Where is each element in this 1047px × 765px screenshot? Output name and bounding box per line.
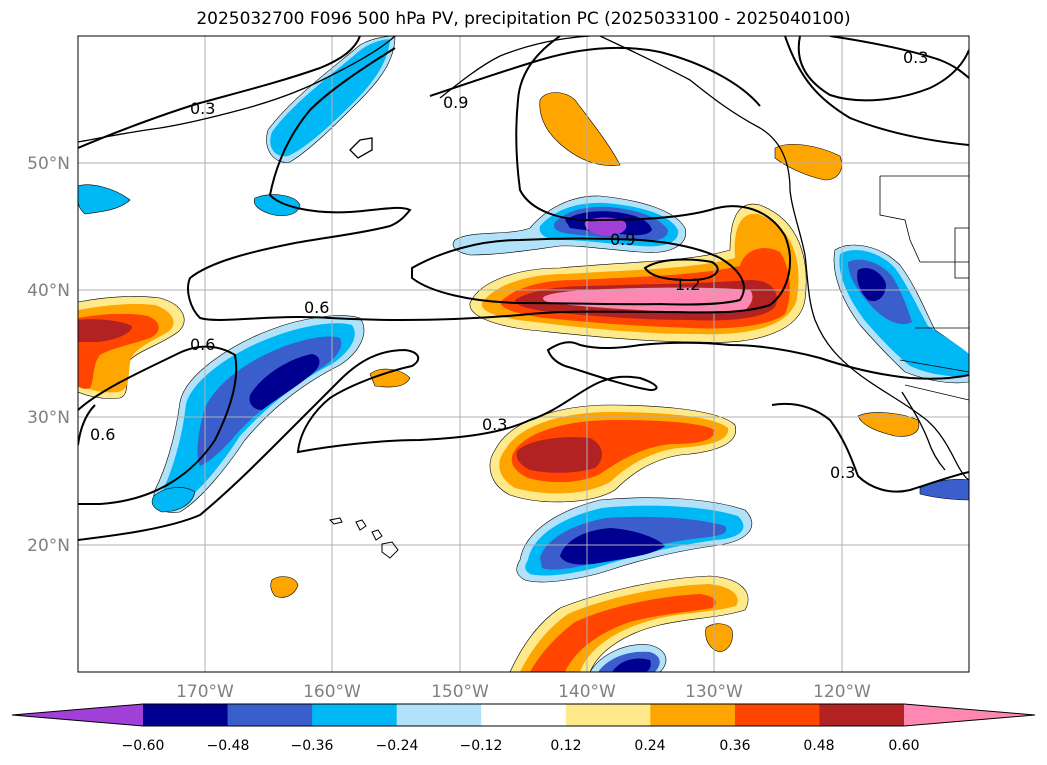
colorbar-segment (565, 704, 651, 726)
lon-label: 130°W (685, 682, 743, 702)
precip-positive-baja (857, 412, 920, 437)
gridlines (78, 36, 969, 672)
colorbar-tick-label: 0.12 (550, 738, 581, 754)
precip-negative-small-c (253, 194, 301, 216)
contour-label: 0.6 (190, 335, 215, 354)
colorbar-tick-label: −0.60 (122, 738, 165, 754)
colorbar-tick-label: −0.48 (207, 738, 250, 754)
map-frame (77, 35, 970, 673)
contour-label: 0.3 (830, 463, 855, 482)
colorbar-tick-label: −0.24 (376, 738, 419, 754)
contour-label: 0.3 (190, 99, 215, 118)
precip-positive-small-a (369, 368, 411, 388)
precip-positive-bc-coast (774, 143, 842, 181)
pv-contours (78, 36, 969, 541)
lat-label: 30°N (27, 408, 70, 428)
colorbar-tick-label: −0.36 (291, 738, 334, 754)
precip-positive-west (78, 296, 185, 399)
coastlines (78, 36, 969, 481)
map-panel: 0.3 0.9 0.3 0.9 1.2 0.6 0.6 0.6 0.3 0.3 (78, 36, 969, 672)
colorbar-segment (650, 704, 736, 726)
precip-positive-band-40n (469, 203, 807, 343)
pv-contour-labels: 0.3 0.9 0.3 0.9 1.2 0.6 0.6 0.6 0.3 0.3 (90, 48, 928, 482)
precip-shading (78, 36, 969, 672)
lon-label: 140°W (558, 682, 616, 702)
colorbar-tick-label: 0.36 (719, 738, 750, 754)
contour-label: 1.2 (675, 275, 700, 294)
islands (328, 517, 399, 559)
colorbar-tick-label: 0.24 (634, 738, 665, 754)
lat-label: 20°N (27, 536, 70, 556)
precip-negative-central (153, 315, 365, 513)
precip-positive-gulf-alaska (539, 92, 621, 166)
figure-title: 2025032700 F096 500 hPa PV, precipitatio… (196, 9, 851, 29)
lat-labels: 50°N 40°N 30°N 20°N (27, 154, 70, 556)
lat-label: 40°N (27, 281, 70, 301)
lon-labels: 170°W 160°W 150°W 140°W 130°W 120°W (176, 682, 871, 702)
colorbar-segment (312, 704, 398, 726)
colorbar-extend-min (12, 704, 143, 726)
country-borders (879, 175, 969, 401)
precip-negative-small-d (151, 487, 196, 513)
lon-label: 120°W (813, 682, 871, 702)
lat-label: 50°N (27, 154, 70, 174)
colorbar-segment (734, 704, 820, 726)
contour-label: 0.3 (482, 415, 507, 434)
colorbar-segment (227, 704, 313, 726)
colorbar-ticks: −0.60 −0.48 −0.36 −0.24 −0.12 0.12 0.24 … (122, 738, 920, 754)
precip-positive-small-b (270, 576, 299, 598)
precip-negative-california (833, 244, 969, 501)
precip-negative-north-inner (270, 39, 390, 157)
contour-label: 0.6 (304, 298, 329, 317)
colorbar-segment (143, 704, 229, 726)
colorbar-segment (396, 704, 482, 726)
colorbar-segment (481, 704, 567, 726)
lon-label: 150°W (431, 682, 489, 702)
contour-label: 0.9 (443, 93, 468, 112)
contour-label: 0.9 (610, 230, 635, 249)
lon-label: 160°W (303, 682, 361, 702)
colorbar-tick-label: 0.60 (888, 738, 919, 754)
colorbar-tick-label: 0.48 (803, 738, 834, 754)
precip-positive-28n (489, 404, 737, 503)
lon-label: 170°W (176, 682, 234, 702)
contour-label: 0.6 (90, 425, 115, 444)
colorbar (11, 703, 1036, 727)
precip-positive-south (509, 575, 749, 672)
precip-negative-far-west (78, 184, 131, 215)
colorbar-outline (11, 703, 1036, 727)
colorbar-tick-label: −0.12 (460, 738, 503, 754)
colorbar-segment (819, 704, 905, 726)
colorbar-extend-max (904, 704, 1035, 726)
contour-label: 0.3 (903, 48, 928, 67)
